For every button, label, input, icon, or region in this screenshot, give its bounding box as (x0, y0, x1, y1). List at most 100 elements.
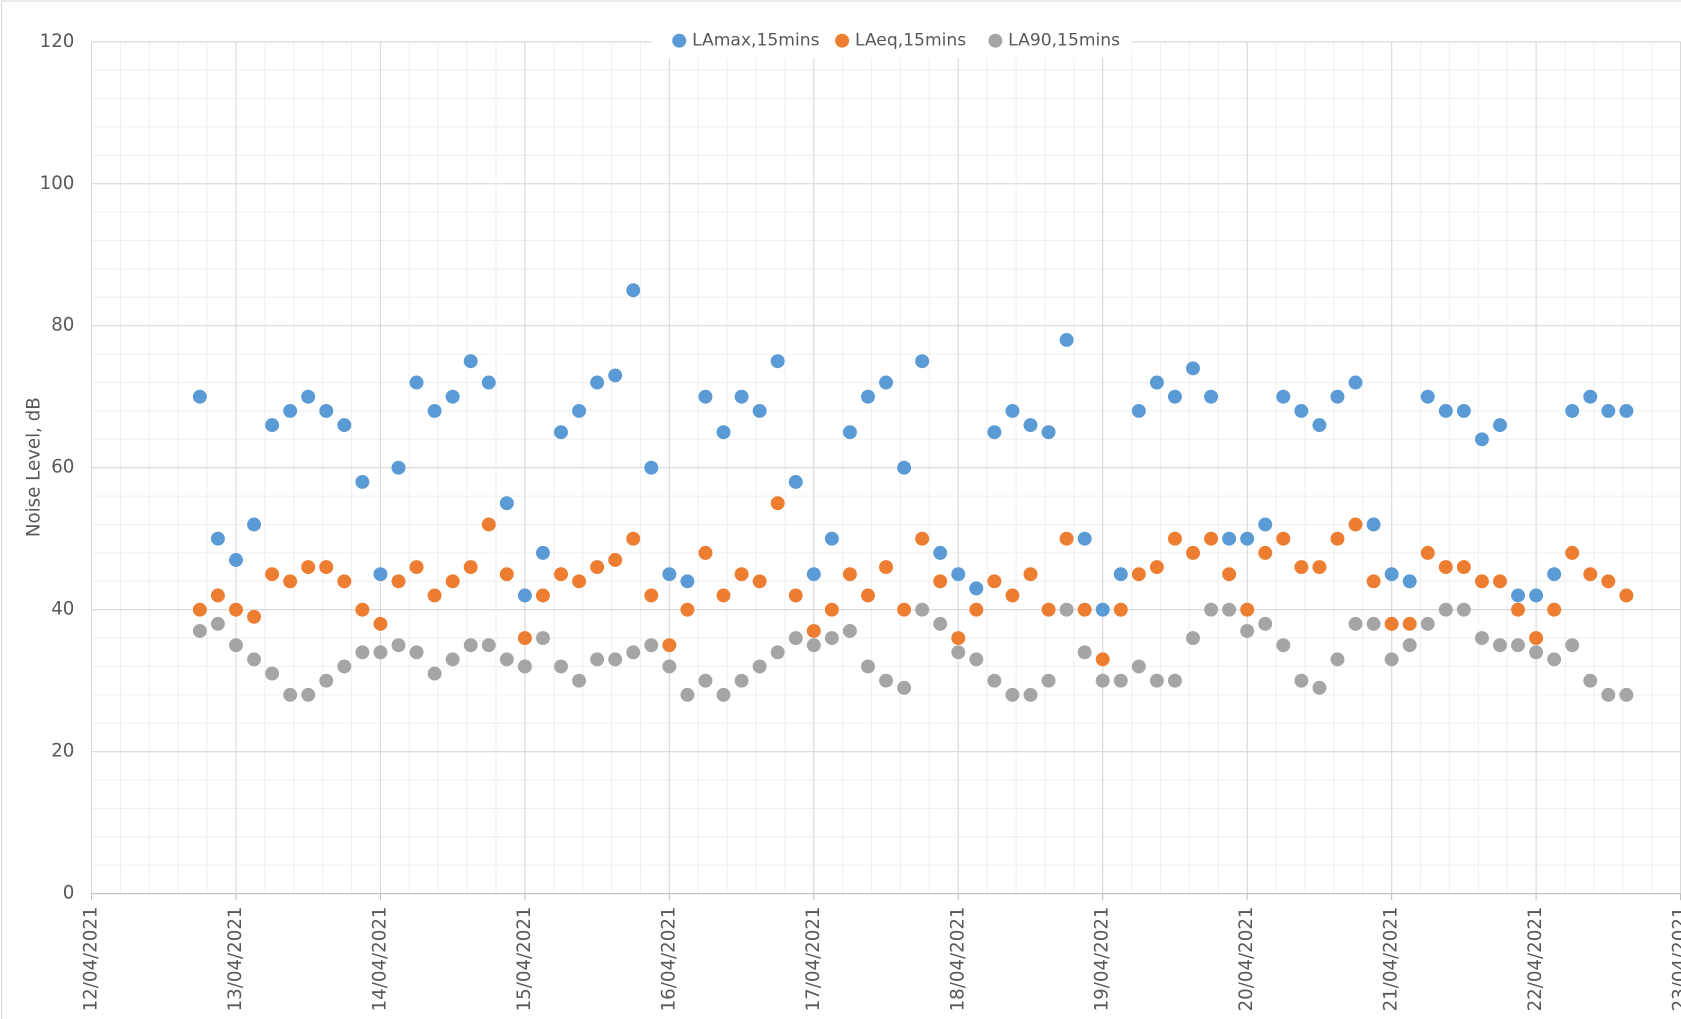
data-point (1131, 567, 1146, 582)
data-point (517, 588, 532, 603)
data-point (337, 418, 352, 433)
data-point (1547, 602, 1562, 617)
data-point (517, 659, 532, 674)
data-point (1384, 567, 1399, 582)
data-point (680, 574, 695, 589)
data-point (1095, 673, 1110, 688)
data-point (1619, 588, 1634, 603)
data-point (1348, 616, 1363, 631)
data-point (1493, 574, 1507, 589)
data-point (1041, 673, 1056, 688)
data-point (1059, 602, 1074, 617)
data-point (1095, 652, 1110, 667)
data-point (409, 375, 424, 390)
data-point (517, 631, 532, 646)
data-point (1438, 403, 1453, 418)
data-point (590, 560, 605, 575)
data-point (897, 460, 912, 475)
y-axis-label: Noise Level, dB (24, 397, 45, 537)
x-tick-label: 21/04/2021 (1381, 906, 1402, 1011)
data-point (572, 673, 587, 688)
data-point (788, 474, 803, 489)
data-point (355, 602, 370, 617)
data-point (644, 638, 659, 653)
data-point (301, 687, 316, 702)
data-point (1366, 574, 1381, 589)
data-point (1059, 332, 1074, 347)
data-point (626, 645, 641, 660)
data-point (1240, 602, 1255, 617)
data-point (788, 631, 803, 646)
data-point (1023, 567, 1038, 582)
marks (192, 283, 1634, 702)
data-point (1258, 545, 1273, 560)
data-point (1529, 645, 1544, 660)
data-point (1041, 602, 1056, 617)
data-point (1601, 574, 1616, 589)
data-point (987, 673, 1002, 688)
data-point (806, 567, 821, 582)
data-point (1204, 389, 1219, 404)
data-point (806, 624, 821, 638)
data-point (445, 389, 460, 404)
data-point (1312, 560, 1327, 575)
data-point (1186, 361, 1200, 376)
data-point (554, 567, 568, 582)
data-point (355, 474, 370, 489)
data-point (969, 581, 984, 596)
data-point (1167, 531, 1182, 546)
data-point (499, 652, 514, 667)
data-point (1619, 687, 1634, 702)
data-point (1113, 602, 1128, 617)
data-point (1167, 389, 1182, 404)
data-point (463, 560, 478, 575)
data-point (481, 517, 496, 532)
data-point (265, 567, 280, 582)
data-point (1330, 531, 1345, 546)
data-point (716, 425, 731, 440)
data-point (445, 574, 460, 589)
data-point (987, 425, 1002, 440)
data-point (247, 609, 261, 624)
data-point (897, 602, 912, 617)
data-point (915, 602, 930, 617)
data-point (1131, 403, 1146, 418)
data-point (1186, 545, 1200, 560)
data-point (229, 553, 243, 567)
data-point (987, 574, 1002, 589)
data-point (1222, 567, 1237, 582)
data-point (933, 574, 948, 589)
legend-box (651, 23, 1132, 58)
data-point (1601, 403, 1616, 418)
data-point (590, 652, 605, 667)
data-point (879, 375, 894, 390)
data-point (626, 531, 641, 546)
data-point (951, 567, 966, 582)
data-point (210, 531, 225, 546)
data-point (1583, 567, 1598, 582)
data-point (1547, 652, 1562, 667)
data-point (1095, 602, 1110, 617)
data-point (1005, 403, 1020, 418)
data-point (301, 389, 316, 404)
data-point (1077, 531, 1092, 546)
data-point (1583, 673, 1598, 688)
data-point (806, 638, 821, 653)
data-point (1077, 602, 1092, 617)
data-point (1186, 631, 1200, 646)
data-point (1474, 574, 1489, 589)
data-point (373, 567, 388, 582)
data-point (1258, 517, 1273, 532)
data-point (879, 560, 894, 575)
data-point (1511, 638, 1526, 653)
data-point (861, 389, 875, 404)
data-point (427, 403, 442, 418)
data-point (1204, 602, 1219, 617)
data-point (1438, 560, 1453, 575)
data-point (1438, 602, 1453, 617)
data-point (445, 652, 460, 667)
data-point (1240, 531, 1255, 546)
data-point (734, 673, 749, 688)
data-point (1149, 375, 1164, 390)
data-point (842, 425, 857, 440)
